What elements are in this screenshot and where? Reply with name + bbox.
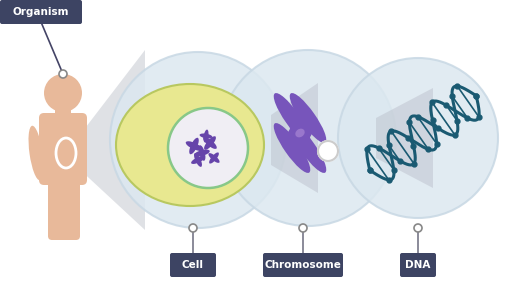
Ellipse shape	[274, 123, 310, 173]
Ellipse shape	[274, 93, 310, 143]
Ellipse shape	[209, 152, 219, 163]
Ellipse shape	[28, 126, 44, 180]
Circle shape	[189, 224, 197, 232]
Ellipse shape	[116, 84, 264, 206]
Ellipse shape	[68, 126, 83, 180]
Ellipse shape	[290, 123, 326, 173]
Ellipse shape	[194, 153, 202, 167]
FancyBboxPatch shape	[400, 253, 436, 277]
Text: Cell: Cell	[182, 260, 204, 270]
Circle shape	[338, 58, 498, 218]
FancyBboxPatch shape	[0, 0, 82, 24]
Polygon shape	[271, 83, 318, 193]
Circle shape	[220, 50, 396, 226]
Ellipse shape	[208, 153, 219, 163]
Ellipse shape	[203, 137, 217, 149]
Circle shape	[318, 141, 338, 161]
Ellipse shape	[290, 93, 326, 143]
Ellipse shape	[186, 141, 203, 151]
Text: Organism: Organism	[13, 7, 69, 17]
Text: DNA: DNA	[406, 260, 431, 270]
Ellipse shape	[204, 136, 216, 150]
Circle shape	[414, 224, 422, 232]
Polygon shape	[76, 50, 145, 230]
FancyBboxPatch shape	[39, 113, 87, 185]
Ellipse shape	[198, 145, 206, 161]
Circle shape	[168, 108, 248, 188]
Circle shape	[44, 74, 82, 112]
FancyBboxPatch shape	[263, 253, 343, 277]
Ellipse shape	[191, 156, 205, 164]
Ellipse shape	[189, 138, 199, 154]
Ellipse shape	[194, 150, 210, 156]
Polygon shape	[376, 88, 433, 188]
FancyBboxPatch shape	[55, 108, 71, 124]
FancyBboxPatch shape	[170, 253, 216, 277]
Circle shape	[299, 224, 307, 232]
Circle shape	[59, 70, 67, 78]
Ellipse shape	[204, 130, 209, 142]
Text: Chromosome: Chromosome	[265, 260, 341, 270]
Ellipse shape	[199, 134, 212, 139]
Ellipse shape	[296, 129, 305, 137]
FancyBboxPatch shape	[61, 172, 80, 240]
Ellipse shape	[287, 122, 313, 144]
Circle shape	[110, 52, 286, 228]
FancyBboxPatch shape	[48, 172, 67, 240]
